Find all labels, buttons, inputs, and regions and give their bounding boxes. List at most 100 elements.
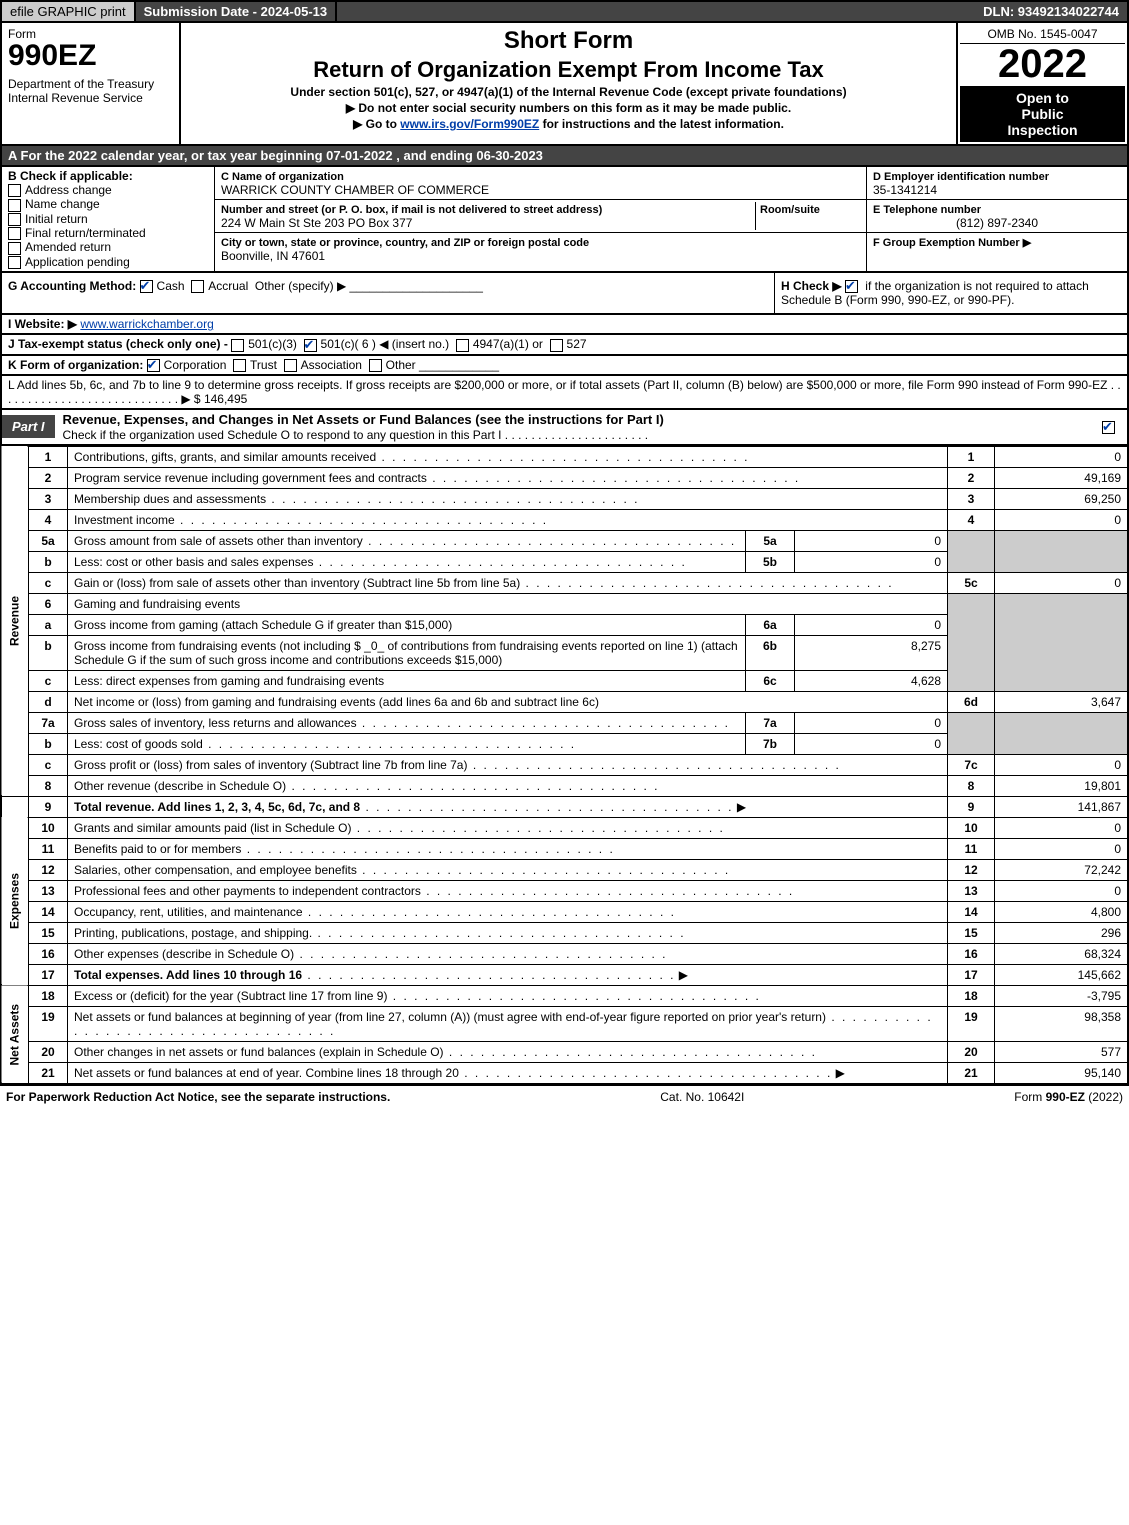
l14-v: 4,800 (995, 901, 1129, 922)
chk-final-return[interactable] (8, 227, 21, 240)
l3-desc: Membership dues and assessments (74, 492, 266, 506)
l3-v: 69,250 (995, 488, 1129, 509)
l17-r: 17 (948, 964, 995, 985)
open1: Open to (962, 90, 1123, 106)
l19-r: 19 (948, 1006, 995, 1041)
opt-other-specify: Other (specify) ▶ (255, 279, 346, 293)
l18-r: 18 (948, 985, 995, 1006)
org-city: Boonville, IN 47601 (221, 249, 325, 263)
l12-v: 72,242 (995, 859, 1129, 880)
chk-cash[interactable] (140, 280, 153, 293)
opt-cash: Cash (157, 279, 185, 293)
row-a-tax-year: A For the 2022 calendar year, or tax yea… (0, 146, 1129, 167)
chk-501c3[interactable] (231, 339, 244, 352)
note-link: ▶ Go to www.irs.gov/Form990EZ for instru… (187, 117, 950, 131)
l12-desc: Salaries, other compensation, and employ… (74, 863, 357, 877)
l7a-sv: 0 (795, 712, 948, 733)
l15-desc: Printing, publications, postage, and shi… (74, 926, 312, 940)
k-label: K Form of organization: (8, 358, 143, 372)
opt-trust: Trust (250, 358, 277, 372)
chk-part1-scheduleo[interactable] (1102, 421, 1115, 434)
chk-name-change[interactable] (8, 199, 21, 212)
chk-initial-return[interactable] (8, 213, 21, 226)
subtitle: Under section 501(c), 527, or 4947(a)(1)… (187, 85, 950, 99)
l6-grey-v (995, 593, 1129, 691)
l5a-sc: 5a (746, 530, 795, 551)
l6-num: 6 (29, 593, 68, 614)
opt-other-org: Other (386, 358, 416, 372)
l9-r: 9 (948, 796, 995, 817)
l19-v: 98,358 (995, 1006, 1129, 1041)
chk-corporation[interactable] (147, 359, 160, 372)
l16-desc: Other expenses (describe in Schedule O) (74, 947, 294, 961)
box-b: B Check if applicable: Address change Na… (2, 167, 215, 271)
l2-num: 2 (29, 467, 68, 488)
efile-print-button[interactable]: efile GRAPHIC print (2, 2, 136, 21)
row-k: K Form of organization: Corporation Trus… (0, 356, 1129, 376)
l7b-sv: 0 (795, 733, 948, 754)
g-label: G Accounting Method: (8, 279, 136, 293)
part1-table: Revenue 1 Contributions, gifts, grants, … (0, 446, 1129, 1085)
l5ab-grey-v (995, 530, 1129, 572)
chk-application-pending[interactable] (8, 256, 21, 269)
open-to-public: Open to Public Inspection (960, 86, 1125, 142)
title-return: Return of Organization Exempt From Incom… (187, 57, 950, 83)
opt-accrual: Accrual (208, 279, 248, 293)
l7b-desc: Less: cost of goods sold (74, 737, 203, 751)
l6a-num: a (29, 614, 68, 635)
l17-num: 17 (29, 964, 68, 985)
chk-527[interactable] (550, 339, 563, 352)
l8-r: 8 (948, 775, 995, 796)
l14-desc: Occupancy, rent, utilities, and maintena… (74, 905, 303, 919)
l6d-num: d (29, 691, 68, 712)
l9-v: 141,867 (995, 796, 1129, 817)
note-ssn: ▶ Do not enter social security numbers o… (187, 101, 950, 115)
l2-v: 49,169 (995, 467, 1129, 488)
l6c-desc: Less: direct expenses from gaming and fu… (74, 674, 384, 688)
footer-right: Form 990-EZ (2022) (1014, 1090, 1123, 1104)
chk-h[interactable] (845, 280, 858, 293)
chk-address-change[interactable] (8, 184, 21, 197)
l5b-sc: 5b (746, 551, 795, 572)
row-l: L Add lines 5b, 6c, and 7b to line 9 to … (0, 376, 1129, 410)
l5c-desc: Gain or (loss) from sale of assets other… (74, 576, 520, 590)
page-footer: For Paperwork Reduction Act Notice, see … (0, 1085, 1129, 1108)
l5a-sv: 0 (795, 530, 948, 551)
chk-accrual[interactable] (191, 280, 204, 293)
l6c-sv: 4,628 (795, 670, 948, 691)
l15-v: 296 (995, 922, 1129, 943)
l6a-desc: Gross income from gaming (attach Schedul… (74, 618, 452, 632)
l1-num: 1 (29, 446, 68, 467)
department-label: Department of the Treasury Internal Reve… (8, 77, 173, 105)
l7b-num: b (29, 733, 68, 754)
l20-desc: Other changes in net assets or fund bala… (74, 1045, 444, 1059)
l6b-num: b (29, 635, 68, 670)
side-revenue: Revenue (1, 446, 29, 796)
opt-address-change: Address change (25, 183, 112, 197)
chk-other-org[interactable] (369, 359, 382, 372)
l10-desc: Grants and similar amounts paid (list in… (74, 821, 351, 835)
opt-initial-return: Initial return (25, 212, 88, 226)
phone-value: (812) 897-2340 (873, 216, 1121, 230)
irs-link[interactable]: www.irs.gov/Form990EZ (400, 117, 539, 131)
dln-label: DLN: 93492134022744 (975, 2, 1127, 21)
l13-v: 0 (995, 880, 1129, 901)
l11-num: 11 (29, 838, 68, 859)
c-city-label: City or town, state or province, country… (221, 237, 589, 249)
l7a-num: 7a (29, 712, 68, 733)
chk-amended-return[interactable] (8, 242, 21, 255)
chk-association[interactable] (284, 359, 297, 372)
l18-v: -3,795 (995, 985, 1129, 1006)
opt-association: Association (301, 358, 362, 372)
l7a-sc: 7a (746, 712, 795, 733)
row-i: I Website: ▶ www.warrickchamber.org (0, 315, 1129, 335)
i-label: I Website: ▶ (8, 317, 77, 331)
chk-4947[interactable] (456, 339, 469, 352)
l11-v: 0 (995, 838, 1129, 859)
l6c-num: c (29, 670, 68, 691)
opt-4947: 4947(a)(1) or (473, 337, 543, 351)
website-link[interactable]: www.warrickchamber.org (80, 317, 213, 331)
chk-trust[interactable] (233, 359, 246, 372)
l6d-r: 6d (948, 691, 995, 712)
chk-501c[interactable] (304, 339, 317, 352)
